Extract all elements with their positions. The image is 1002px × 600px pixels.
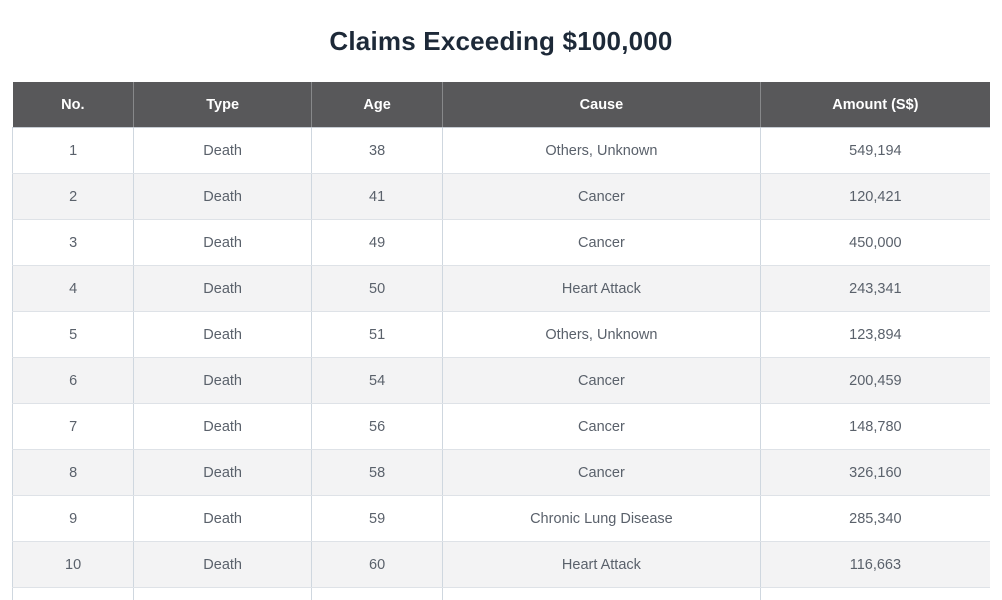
cell-type [133,587,312,600]
cell-cause: Others, Unknown [442,127,761,174]
cell-amount: 123,894 [759,311,990,358]
cell-type: Death [133,127,312,174]
cell-age: 50 [311,265,443,312]
claims-table-container: No. Type Age Cause Amount (S$) 1 Death 3… [11,82,990,600]
header-cell-age: Age [311,82,443,128]
cell-no: 7 [11,403,134,450]
cell-cause: Cancer [442,357,761,404]
cell-cause: Heart Attack [442,265,761,312]
cell-age: 56 [311,403,443,450]
cell-amount: 116,663 [759,541,990,588]
cell-type: Death [133,403,312,450]
cell-age: 41 [311,173,443,220]
cell-no: 1 [11,127,134,174]
cell-cause: Others, Unknown [442,311,761,358]
cell-cause: Cancer [442,219,761,266]
cell-type: Death [133,265,312,312]
claims-table: No. Type Age Cause Amount (S$) 1 Death 3… [11,82,990,600]
cell-age: 59 [311,495,443,542]
table-row-partial [11,587,990,600]
table-row: 10 Death 60 Heart Attack 116,663 [11,541,990,588]
table-row: 8 Death 58 Cancer 326,160 [11,449,990,496]
cell-amount: 326,160 [759,449,990,496]
cell-no: 2 [11,173,134,220]
cell-type: Death [133,541,312,588]
cell-no: 10 [11,541,134,588]
cell-cause: Heart Attack [442,541,761,588]
cell-type: Death [133,495,312,542]
cell-cause: Chronic Lung Disease [442,495,761,542]
table-row: 2 Death 41 Cancer 120,421 [11,173,990,220]
cell-type: Death [133,311,312,358]
cell-no: 5 [11,311,134,358]
cell-no: 4 [11,265,134,312]
cell-no: 3 [11,219,134,266]
cell-type: Death [133,173,312,220]
cell-no: 9 [11,495,134,542]
cell-amount: 200,459 [759,357,990,404]
table-row: 1 Death 38 Others, Unknown 549,194 [11,127,990,174]
header-cell-amount: Amount (S$) [759,82,990,128]
header-cell-type: Type [133,82,312,128]
cell-no: 6 [11,357,134,404]
cell-amount: 120,421 [759,173,990,220]
cell-cause [442,587,761,600]
cell-no: 8 [11,449,134,496]
cell-amount: 148,780 [759,403,990,450]
cell-amount: 285,340 [759,495,990,542]
cell-no [11,587,134,600]
cell-cause: Cancer [442,173,761,220]
table-row: 7 Death 56 Cancer 148,780 [11,403,990,450]
cell-age: 58 [311,449,443,496]
cell-amount: 450,000 [759,219,990,266]
table-row: 3 Death 49 Cancer 450,000 [11,219,990,266]
cell-age: 51 [311,311,443,358]
cell-amount: 243,341 [759,265,990,312]
cell-type: Death [133,357,312,404]
cell-age: 54 [311,357,443,404]
header-cell-cause: Cause [442,82,761,128]
page-title: Claims Exceeding $100,000 [329,26,673,56]
table-row: 5 Death 51 Others, Unknown 123,894 [11,311,990,358]
cell-amount [759,587,990,600]
cell-age: 60 [311,541,443,588]
cell-amount: 549,194 [759,127,990,174]
cell-age: 38 [311,127,443,174]
cell-age [311,587,443,600]
table-row: 9 Death 59 Chronic Lung Disease 285,340 [11,495,990,542]
cell-cause: Cancer [442,449,761,496]
cell-type: Death [133,219,312,266]
table-row: 6 Death 54 Cancer 200,459 [11,357,990,404]
cell-type: Death [133,449,312,496]
cell-cause: Cancer [442,403,761,450]
table-row: 4 Death 50 Heart Attack 243,341 [11,265,990,312]
table-header-row: No. Type Age Cause Amount (S$) [12,82,990,128]
header-cell-no: No. [12,82,134,128]
cell-age: 49 [311,219,443,266]
